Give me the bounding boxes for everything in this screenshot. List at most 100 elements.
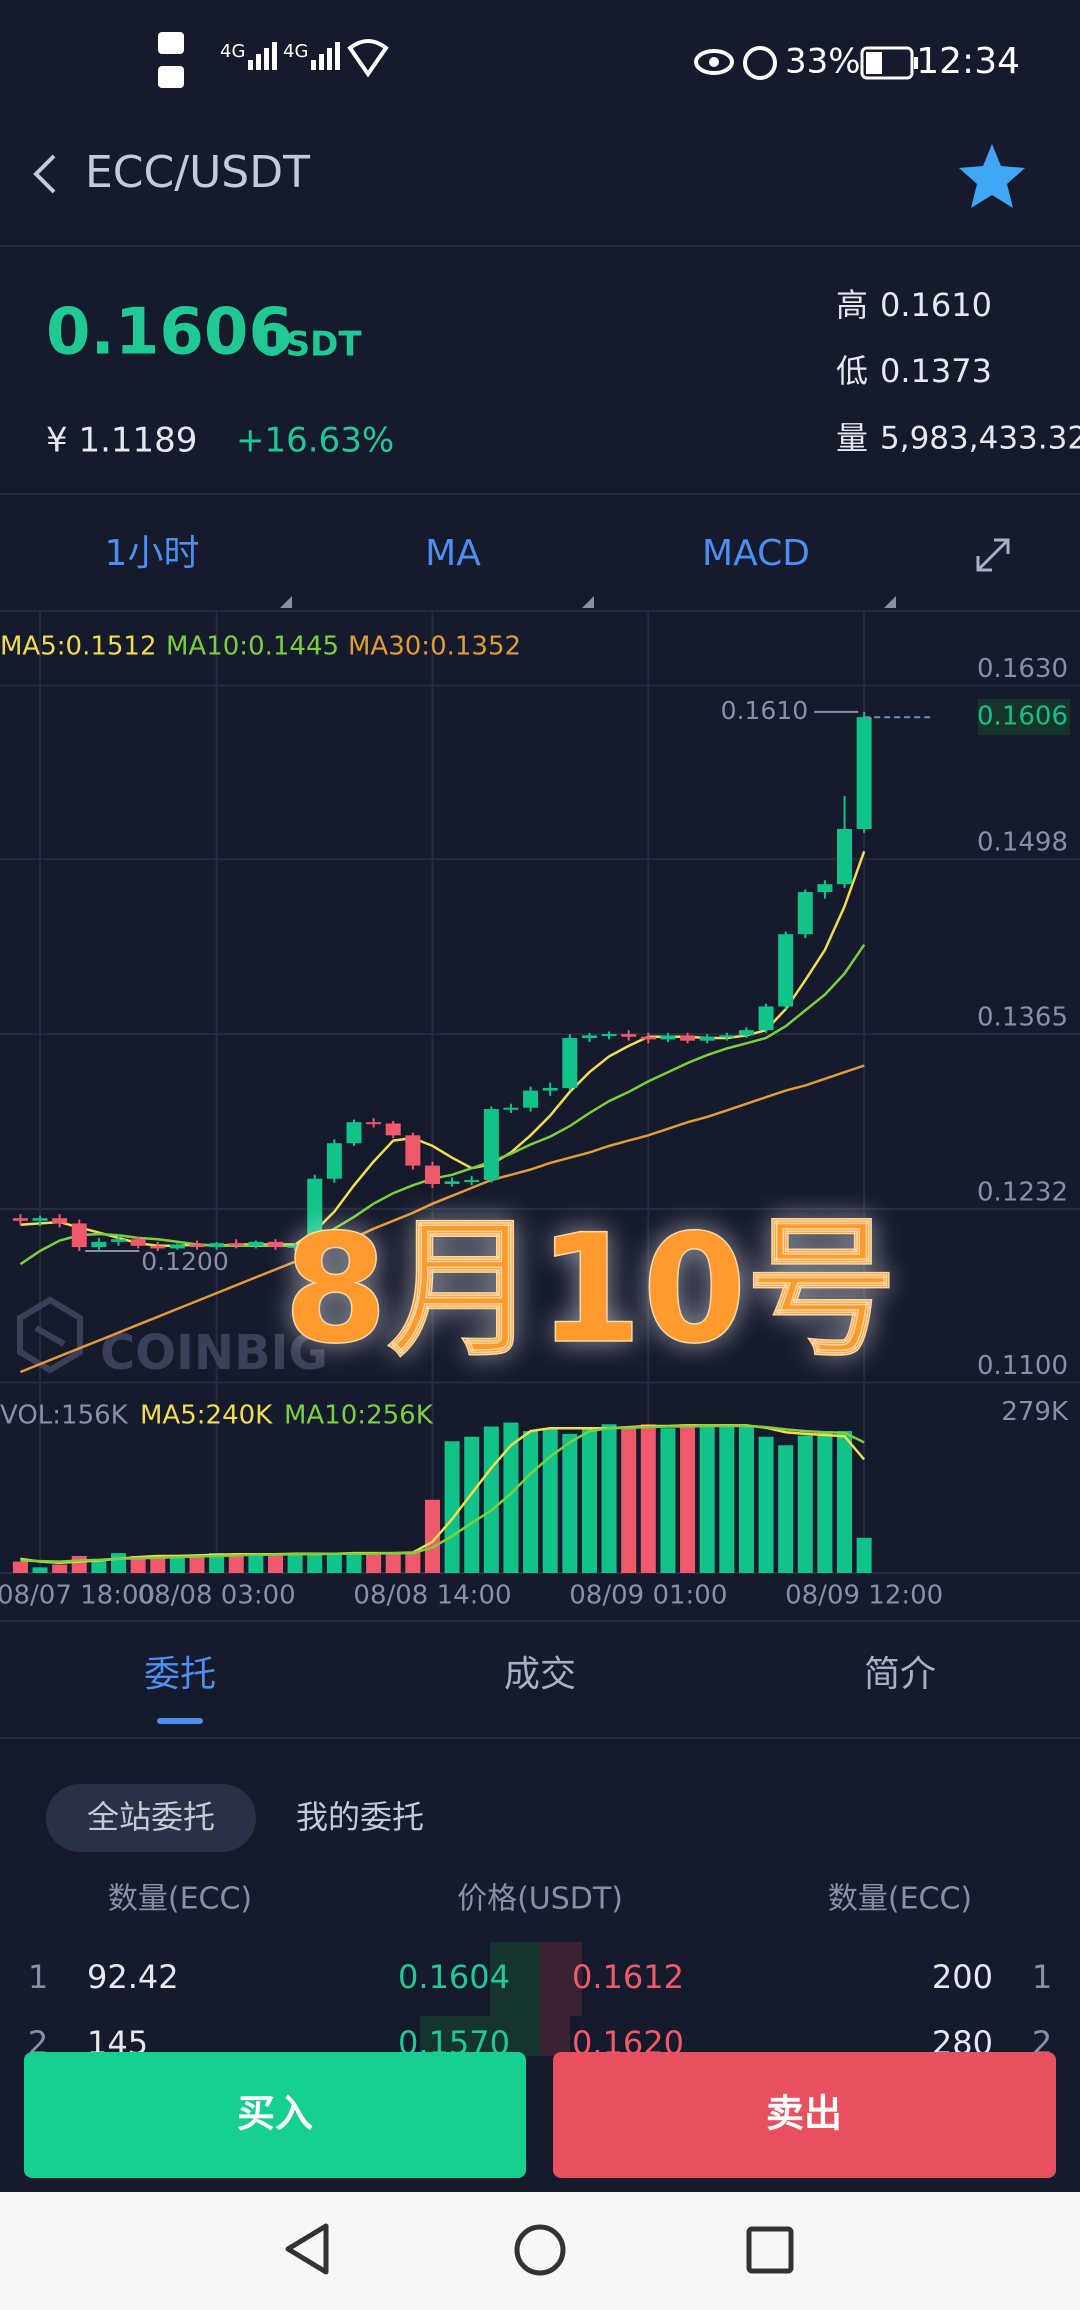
wifi-icon — [347, 39, 389, 78]
candle-body — [581, 1035, 597, 1039]
candle-body — [837, 828, 853, 885]
kline-chart: 0.1630 0.1498 0.1365 0.1232 0.1100 08/07 18:0… — [0, 612, 1080, 1611]
watermark-logo — [17, 1296, 83, 1374]
order-cell: 200 — [932, 1958, 993, 1996]
vol-ma-legend: MA10:256K — [284, 1401, 434, 1431]
candle-body — [424, 1165, 440, 1184]
ma-line — [19, 1064, 865, 1374]
y-tick-label: 0.1100 — [977, 1351, 1068, 1381]
candle-body — [778, 934, 794, 1007]
subtab[interactable]: 全站委托 — [87, 1798, 215, 1836]
candle-body — [52, 1218, 68, 1224]
eye-icon — [694, 49, 734, 75]
nav-home[interactable] — [514, 2224, 566, 2276]
subtab[interactable]: 我的委托 — [296, 1798, 424, 1836]
candle-body — [32, 1218, 48, 1221]
stat-label: 低 — [836, 352, 868, 390]
volume-bar — [837, 1431, 853, 1573]
volume-bar — [503, 1422, 519, 1573]
candle-body — [797, 892, 813, 935]
volume-bar — [562, 1433, 578, 1573]
stat-value: 0.1373 — [880, 352, 992, 390]
volume-bar — [680, 1424, 696, 1573]
volume-bar — [405, 1551, 421, 1573]
volume-bar — [287, 1554, 303, 1573]
candle-body — [405, 1135, 421, 1166]
subtab-pill — [46, 1784, 256, 1852]
x-tick-label: 08/07 18:00 — [0, 1581, 155, 1611]
volume-bar — [130, 1555, 146, 1573]
signal-icon — [311, 42, 340, 70]
candle-body — [660, 1035, 676, 1040]
candle-body — [366, 1122, 382, 1125]
volume-bar — [738, 1426, 754, 1573]
section-tab[interactable]: 简介 — [864, 1654, 936, 1695]
volume-bar — [542, 1428, 558, 1573]
candle-body — [189, 1244, 205, 1248]
x-tick-label: 08/08 14:00 — [353, 1581, 511, 1611]
sell-button[interactable] — [553, 2052, 1056, 2178]
volume-bar — [778, 1445, 794, 1573]
last-price: 0.1606 — [46, 296, 293, 370]
volume-bar — [797, 1435, 813, 1573]
candle-body — [542, 1087, 558, 1091]
order-cell: 0.1604 — [398, 1958, 510, 1996]
buy-button[interactable] — [24, 2052, 526, 2178]
pair-title: ECC/USDT — [85, 147, 310, 198]
vol-ma-legend: MA5:240K — [140, 1401, 273, 1431]
divider — [0, 610, 1080, 612]
candle-body — [169, 1244, 185, 1249]
depth-bar — [490, 1942, 540, 2016]
y-tick-label: 0.1232 — [977, 1177, 1068, 1207]
volume-bar — [248, 1554, 264, 1573]
candle-body — [248, 1241, 264, 1246]
candle-body — [719, 1035, 735, 1038]
x-tick-label: 08/08 03:00 — [138, 1581, 296, 1611]
candle-body — [856, 717, 872, 829]
volume-bar — [189, 1555, 205, 1573]
nav-recent[interactable] — [746, 2226, 794, 2274]
dropdown-marker — [280, 596, 896, 608]
candle-body — [209, 1243, 225, 1248]
nav-back[interactable] — [285, 2223, 329, 2275]
candle-body — [738, 1030, 754, 1036]
hd-icon — [158, 66, 184, 88]
volume-bar — [209, 1553, 225, 1573]
candle-body — [130, 1239, 146, 1246]
change-percent: +16.63% — [236, 421, 394, 461]
section-tab[interactable]: 成交 — [504, 1654, 576, 1695]
column-header: 数量(ECC) — [108, 1882, 252, 1917]
candle-body — [346, 1122, 362, 1144]
section-tab[interactable]: 委托 — [144, 1654, 216, 1695]
volume-bar — [52, 1564, 68, 1573]
volume-bar — [267, 1553, 283, 1573]
volume-bar — [464, 1436, 480, 1573]
candle-body — [483, 1109, 499, 1181]
candle-body — [464, 1180, 480, 1183]
candle-body — [150, 1245, 166, 1249]
back-button[interactable] — [33, 154, 56, 194]
indicator-tab[interactable]: MACD — [702, 533, 810, 574]
clock: 12:34 — [916, 41, 1020, 82]
volume-bar — [91, 1558, 107, 1573]
fullscreen-button[interactable] — [976, 538, 1010, 572]
y-tick-label: 0.1365 — [977, 1003, 1068, 1033]
eye-icon — [709, 57, 719, 67]
candle-body — [562, 1038, 578, 1088]
indicator-tab[interactable]: MA — [425, 533, 481, 574]
candle-body — [503, 1107, 519, 1110]
volume-bar — [307, 1552, 323, 1573]
ma-legend: MA5:0.1512 — [0, 632, 157, 662]
order-cell: 1 — [1032, 1958, 1052, 1996]
candle-body — [385, 1123, 401, 1136]
battery-level — [866, 52, 882, 74]
candle-body — [91, 1241, 107, 1248]
interval-tab[interactable]: 1小时 — [105, 533, 200, 574]
y-tick-label: 0.1498 — [977, 828, 1068, 858]
favorite-star[interactable] — [959, 144, 1025, 208]
column-header: 数量(ECC) — [828, 1882, 972, 1917]
candle-body — [680, 1035, 696, 1041]
volume-bar — [385, 1552, 401, 1573]
